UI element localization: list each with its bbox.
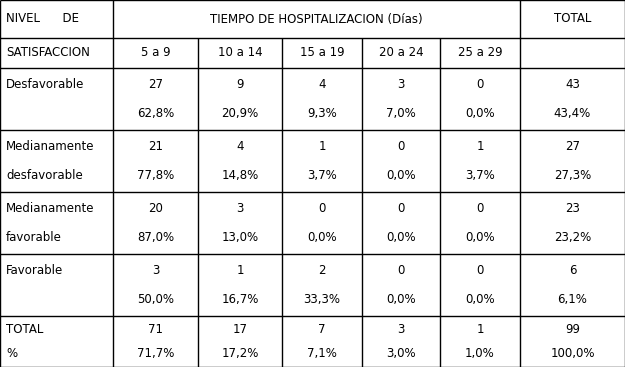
Text: 17,2%: 17,2%	[221, 347, 259, 360]
Text: 3: 3	[152, 264, 159, 277]
Text: 4: 4	[236, 140, 244, 153]
Text: 23: 23	[565, 202, 580, 215]
Text: TIEMPO DE HOSPITALIZACION (Días): TIEMPO DE HOSPITALIZACION (Días)	[210, 12, 422, 25]
Text: 10 a 14: 10 a 14	[217, 47, 262, 59]
Text: 43,4%: 43,4%	[554, 107, 591, 120]
Text: 62,8%: 62,8%	[137, 107, 174, 120]
Text: 1: 1	[318, 140, 326, 153]
Text: 50,0%: 50,0%	[137, 293, 174, 306]
Text: 27,3%: 27,3%	[554, 169, 591, 182]
Text: 25 a 29: 25 a 29	[458, 47, 503, 59]
Text: 0,0%: 0,0%	[465, 107, 495, 120]
Text: SATISFACCION: SATISFACCION	[6, 47, 90, 59]
Text: 0,0%: 0,0%	[386, 293, 416, 306]
Text: 87,0%: 87,0%	[137, 231, 174, 244]
Text: 0: 0	[476, 264, 484, 277]
Text: 3: 3	[398, 323, 405, 336]
Text: 20,9%: 20,9%	[221, 107, 259, 120]
Text: Desfavorable: Desfavorable	[6, 78, 84, 91]
Text: favorable: favorable	[6, 231, 62, 244]
Text: 0,0%: 0,0%	[465, 231, 495, 244]
Text: desfavorable: desfavorable	[6, 169, 82, 182]
Text: 3: 3	[398, 78, 405, 91]
Text: 7,1%: 7,1%	[307, 347, 337, 360]
Text: 6,1%: 6,1%	[558, 293, 588, 306]
Text: 71: 71	[148, 323, 163, 336]
Text: TOTAL: TOTAL	[6, 323, 43, 336]
Text: 9: 9	[236, 78, 244, 91]
Text: 15 a 19: 15 a 19	[300, 47, 344, 59]
Text: 0,0%: 0,0%	[386, 231, 416, 244]
Text: 71,7%: 71,7%	[137, 347, 174, 360]
Text: 1: 1	[236, 264, 244, 277]
Text: 3,0%: 3,0%	[386, 347, 416, 360]
Text: 20: 20	[148, 202, 163, 215]
Text: 77,8%: 77,8%	[137, 169, 174, 182]
Text: 2: 2	[318, 264, 326, 277]
Text: 43: 43	[565, 78, 580, 91]
Text: 14,8%: 14,8%	[221, 169, 259, 182]
Text: TOTAL: TOTAL	[554, 12, 591, 25]
Text: 1: 1	[476, 140, 484, 153]
Text: 0: 0	[318, 202, 326, 215]
Text: 17: 17	[232, 323, 248, 336]
Text: 3,7%: 3,7%	[307, 169, 337, 182]
Text: 0,0%: 0,0%	[386, 169, 416, 182]
Text: 0: 0	[398, 140, 405, 153]
Text: 1,0%: 1,0%	[465, 347, 495, 360]
Text: 0: 0	[398, 202, 405, 215]
Text: 7,0%: 7,0%	[386, 107, 416, 120]
Text: 20 a 24: 20 a 24	[379, 47, 423, 59]
Text: Medianamente: Medianamente	[6, 140, 94, 153]
Text: 3,7%: 3,7%	[465, 169, 495, 182]
Text: 27: 27	[565, 140, 580, 153]
Text: 0: 0	[476, 202, 484, 215]
Text: NIVEL      DE: NIVEL DE	[6, 12, 79, 25]
Text: 100,0%: 100,0%	[550, 347, 595, 360]
Text: %: %	[6, 347, 17, 360]
Text: 5 a 9: 5 a 9	[141, 47, 170, 59]
Text: 4: 4	[318, 78, 326, 91]
Text: 13,0%: 13,0%	[221, 231, 259, 244]
Text: 99: 99	[565, 323, 580, 336]
Text: 6: 6	[569, 264, 576, 277]
Text: Medianamente: Medianamente	[6, 202, 94, 215]
Text: 3: 3	[236, 202, 244, 215]
Text: Favorable: Favorable	[6, 264, 63, 277]
Text: 16,7%: 16,7%	[221, 293, 259, 306]
Text: 7: 7	[318, 323, 326, 336]
Text: 33,3%: 33,3%	[304, 293, 341, 306]
Text: 1: 1	[476, 323, 484, 336]
Text: 0: 0	[398, 264, 405, 277]
Text: 27: 27	[148, 78, 163, 91]
Text: 23,2%: 23,2%	[554, 231, 591, 244]
Text: 9,3%: 9,3%	[307, 107, 337, 120]
Text: 21: 21	[148, 140, 163, 153]
Text: 0,0%: 0,0%	[465, 293, 495, 306]
Text: 0,0%: 0,0%	[308, 231, 337, 244]
Text: 0: 0	[476, 78, 484, 91]
